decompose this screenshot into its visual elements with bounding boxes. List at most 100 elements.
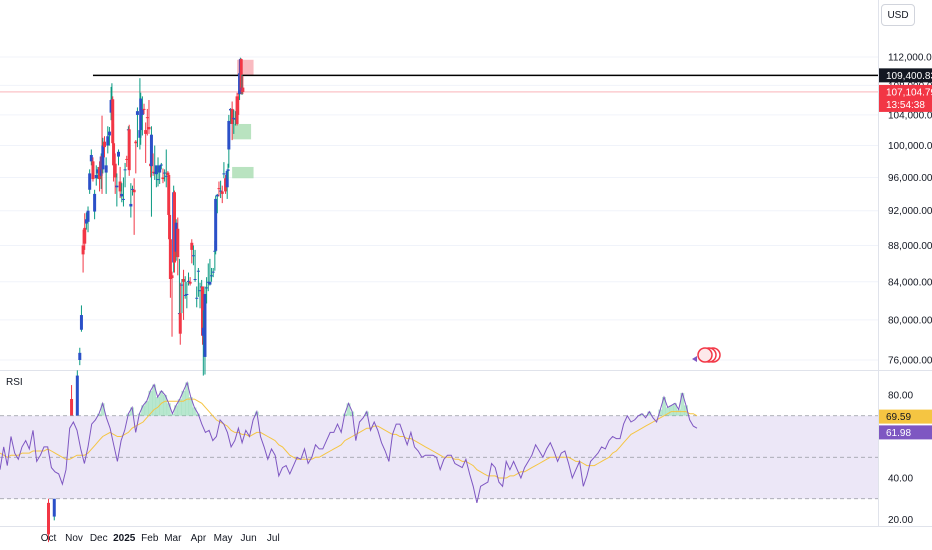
candlestick-series[interactable] <box>47 57 245 543</box>
candle-body[interactable] <box>101 145 105 170</box>
candle-body[interactable] <box>235 96 239 124</box>
candle-body[interactable] <box>198 290 202 292</box>
candle-body[interactable] <box>220 191 224 194</box>
candle-body[interactable] <box>118 181 122 192</box>
candle-body[interactable] <box>130 188 134 190</box>
candle-body[interactable] <box>121 198 125 200</box>
candle-body[interactable] <box>127 129 131 171</box>
candle-body[interactable] <box>70 398 74 430</box>
candle-body[interactable] <box>170 275 174 279</box>
candle-body[interactable] <box>123 169 127 171</box>
candle-body[interactable] <box>134 141 138 144</box>
candle-body[interactable] <box>228 108 232 111</box>
candle-body[interactable] <box>164 175 168 177</box>
candle-body[interactable] <box>112 143 116 166</box>
candle-body[interactable] <box>206 281 210 283</box>
candle-body[interactable] <box>239 59 243 91</box>
candle-body[interactable] <box>156 179 160 181</box>
candle-body[interactable] <box>211 271 215 273</box>
candle-body[interactable] <box>113 163 117 178</box>
candle-body[interactable] <box>86 210 90 222</box>
candle-body[interactable] <box>219 190 223 192</box>
candle-body[interactable] <box>208 281 212 285</box>
candle-body[interactable] <box>241 87 245 92</box>
candle-body[interactable] <box>98 166 102 180</box>
candle-body[interactable] <box>196 270 200 272</box>
candle-body[interactable] <box>132 189 136 193</box>
candle-body[interactable] <box>140 108 144 115</box>
candle-body[interactable] <box>232 117 236 119</box>
candle-body[interactable] <box>52 494 56 517</box>
candle-body[interactable] <box>151 171 155 173</box>
candle-body[interactable] <box>210 275 214 277</box>
candle-body[interactable] <box>111 99 115 144</box>
candle-body[interactable] <box>185 293 189 295</box>
candle-body[interactable] <box>84 219 88 224</box>
candle-body[interactable] <box>233 118 237 120</box>
candle-body[interactable] <box>145 117 149 119</box>
candle-body[interactable] <box>163 172 167 174</box>
candle-body[interactable] <box>191 255 195 257</box>
candle-body[interactable] <box>138 130 142 138</box>
candle-body[interactable] <box>172 192 176 263</box>
candle-body[interactable] <box>125 158 129 160</box>
candle-body[interactable] <box>104 165 108 173</box>
candle-body[interactable] <box>81 245 85 255</box>
candle-body[interactable] <box>149 134 153 167</box>
candle-body[interactable] <box>102 141 106 148</box>
candle-body[interactable] <box>107 131 111 136</box>
candle-body[interactable] <box>200 286 204 336</box>
candle-body[interactable] <box>166 172 170 176</box>
candle-body[interactable] <box>183 294 187 296</box>
candle-body[interactable] <box>116 151 120 157</box>
candle-body[interactable] <box>94 175 98 179</box>
candle-body[interactable] <box>83 227 87 244</box>
candle-body[interactable] <box>225 170 229 188</box>
candle-body[interactable] <box>47 502 50 535</box>
earnings-flag-icon[interactable] <box>692 347 721 363</box>
candle-body[interactable] <box>226 169 230 171</box>
candle-body[interactable] <box>147 127 151 130</box>
candle-body[interactable] <box>161 177 165 180</box>
candle-body[interactable] <box>224 178 228 192</box>
candle-body[interactable] <box>227 120 231 150</box>
candle-body[interactable] <box>182 279 186 282</box>
candle-body[interactable] <box>89 154 93 162</box>
candle-body[interactable] <box>190 242 194 250</box>
currency-button[interactable]: USD <box>881 4 915 26</box>
candle-body[interactable] <box>188 281 192 284</box>
candle-body[interactable] <box>222 173 226 175</box>
candle-body[interactable] <box>230 108 234 124</box>
candle-body[interactable] <box>129 203 133 207</box>
candle-body[interactable] <box>217 188 221 190</box>
candle-body[interactable] <box>142 108 146 110</box>
candle-body[interactable] <box>115 185 119 188</box>
candle-body[interactable] <box>78 352 82 360</box>
candle-body[interactable] <box>135 111 139 115</box>
candle-body[interactable] <box>159 164 163 166</box>
candle-body[interactable] <box>96 169 100 174</box>
candle-body[interactable] <box>213 250 217 252</box>
candle-body[interactable] <box>203 293 207 357</box>
time-axis[interactable]: Oct Nov Dec 2025 Feb Mar Apr May Jun Jul <box>41 533 280 544</box>
candle-body[interactable] <box>214 198 218 251</box>
candle-body[interactable] <box>195 297 199 299</box>
candle-body[interactable] <box>168 239 172 280</box>
candle-body[interactable] <box>154 165 158 175</box>
candle-body[interactable] <box>176 228 180 258</box>
candle-body[interactable] <box>193 279 197 281</box>
candle-body[interactable] <box>168 214 172 240</box>
candle-body[interactable] <box>153 172 157 174</box>
candle-body[interactable] <box>106 136 110 146</box>
candle-body[interactable] <box>180 284 184 286</box>
candle-body[interactable] <box>79 315 83 330</box>
candle-body[interactable] <box>178 313 182 334</box>
rsi-indicator-label[interactable]: RSI <box>6 377 23 388</box>
candle-body[interactable] <box>205 287 209 289</box>
candle-body[interactable] <box>215 194 219 197</box>
candle-body[interactable] <box>139 98 143 131</box>
candle-body[interactable] <box>144 130 148 134</box>
candle-body[interactable] <box>75 375 79 431</box>
candle-body[interactable] <box>120 193 124 197</box>
